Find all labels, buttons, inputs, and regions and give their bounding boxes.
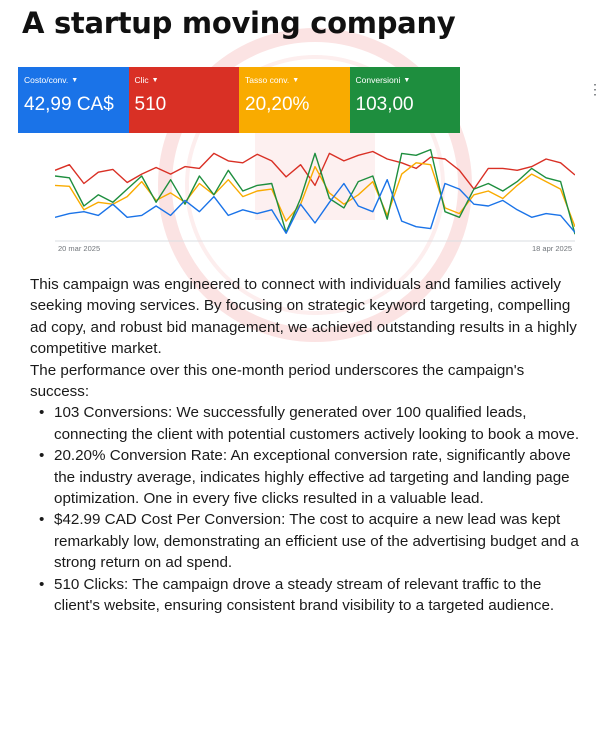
list-item: 510 Clicks: The campaign drove a steady … bbox=[39, 574, 585, 617]
series-line-conversioni bbox=[55, 148, 575, 235]
list-item: 20.20% Conversion Rate: An exceptional c… bbox=[39, 445, 585, 509]
metric-value: 510 bbox=[134, 94, 167, 115]
list-item: 103 Conversions: We successfully generat… bbox=[39, 402, 585, 445]
results-list: 103 Conversions: We successfully generat… bbox=[30, 402, 585, 616]
metric-value: 20,20% bbox=[245, 94, 310, 115]
x-axis-end-label: 18 apr 2025 bbox=[532, 244, 573, 253]
dropdown-caret-icon[interactable]: ▼ bbox=[151, 76, 159, 84]
metric-card-conversions[interactable]: Conversioni ▼ 103,00 bbox=[349, 67, 460, 133]
metric-cards: Costo/conv. ▼ 42,99 CA$ Clic ▼ 510 Tasso c… bbox=[18, 67, 460, 133]
dropdown-caret-icon[interactable]: ▼ bbox=[71, 76, 79, 84]
metric-card-clicks[interactable]: Clic ▼ 510 bbox=[128, 67, 239, 133]
more-options-icon[interactable]: ⋮ bbox=[588, 81, 602, 97]
x-axis-start-label: 20 mar 2025 bbox=[58, 244, 101, 253]
series-line-tasso-conv- bbox=[55, 162, 575, 227]
metric-label: Conversioni bbox=[355, 75, 401, 85]
intro-paragraph: This campaign was engineered to connect … bbox=[30, 276, 577, 358]
list-item: $42.99 CAD Cost Per Conversion: The cost… bbox=[39, 509, 585, 573]
dropdown-caret-icon[interactable]: ▼ bbox=[403, 76, 411, 84]
summary-paragraph: The performance over this one-month peri… bbox=[30, 361, 525, 401]
metric-value: 42,99 CA$ bbox=[24, 94, 114, 115]
case-study-text: This campaign was engineered to connect … bbox=[30, 274, 585, 617]
dropdown-caret-icon[interactable]: ▼ bbox=[292, 76, 300, 84]
page-title: A startup moving company bbox=[22, 6, 456, 40]
metric-card-conversion-rate[interactable]: Tasso conv. ▼ 20,20% bbox=[239, 67, 350, 133]
series-line-costo-conv- bbox=[55, 179, 575, 235]
metric-value: 103,00 bbox=[355, 94, 414, 115]
performance-line-chart bbox=[55, 148, 575, 242]
metric-label: Clic bbox=[134, 75, 149, 85]
metric-card-cost-per-conversion[interactable]: Costo/conv. ▼ 42,99 CA$ bbox=[18, 67, 129, 133]
series-line-clic bbox=[55, 150, 575, 190]
metric-label: Costo/conv. bbox=[24, 75, 69, 85]
metric-label: Tasso conv. bbox=[245, 75, 290, 85]
